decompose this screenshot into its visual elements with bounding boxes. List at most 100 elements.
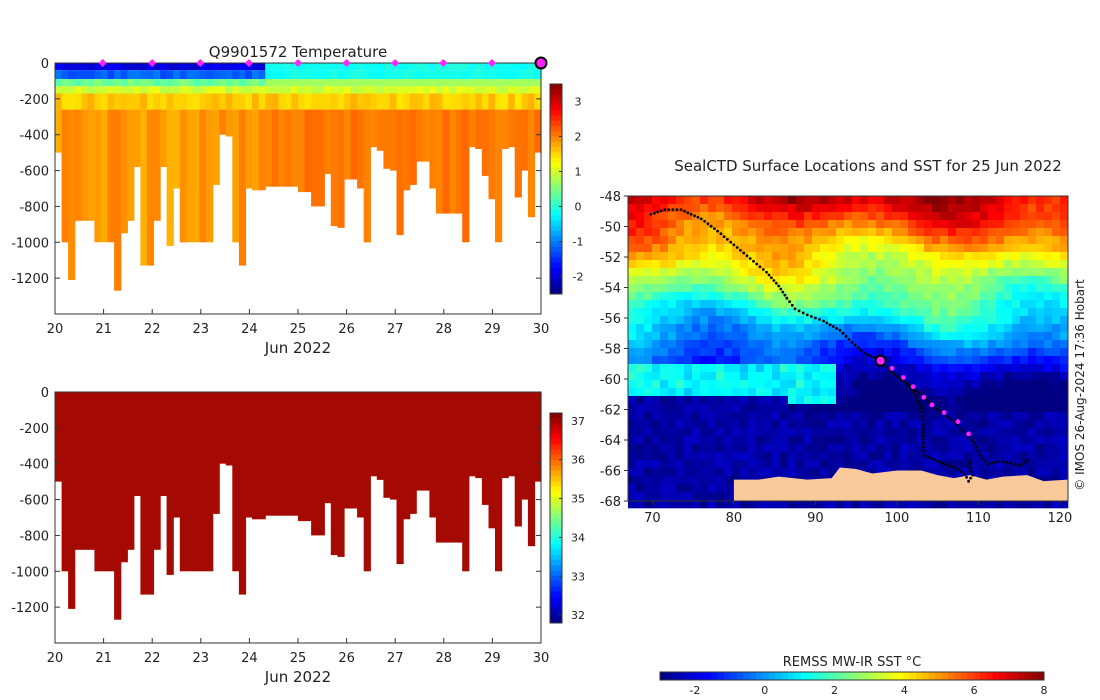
track-dot [984,459,987,463]
temperature-column-cell [337,63,345,71]
sst-cell [820,444,829,453]
colorbar-segment [550,491,562,498]
temperature-column-cell [442,109,450,214]
sst-cell [932,244,941,253]
salinity-column [87,392,95,550]
sst-cell [660,236,669,245]
colorbar-segment [550,220,562,227]
temperature-column-cell [238,79,247,87]
sst-cell [836,396,845,405]
sst-cell [780,404,789,413]
track-dot [922,445,925,449]
sst-cell [900,220,909,229]
sst-cell [852,292,861,301]
sst-cell [732,276,741,285]
sst-cell [996,276,1005,285]
sst-cell [748,212,757,221]
sst-cell [668,228,677,237]
sst-cell [956,252,965,261]
sst-cell [972,436,981,445]
sst-cell [1060,196,1069,205]
temperature-column-cell [133,70,141,80]
sst-cell [996,388,1005,397]
sst-cell [956,500,965,509]
sst-cell [660,492,669,501]
temperature-column-cell [166,93,174,110]
temperature-column-cell [521,109,529,171]
sst-cell [940,316,949,325]
colorbar-segment [550,278,562,284]
sst-cell [1044,236,1053,245]
sst-cell [748,316,757,325]
sst-cell [804,372,813,381]
sst-cell [772,268,781,277]
sst-cell [708,492,717,501]
sst-cell [732,412,741,421]
temperature-column-cell [68,93,76,110]
colorbar-tick-label: 2 [575,131,582,144]
sst-cell [660,356,669,365]
temperature-column-cell [212,70,220,80]
sst-cell [876,244,885,253]
sst-cell [1052,260,1061,269]
sst-cell [876,236,885,245]
sst-cell [1012,412,1021,421]
sst-cell [724,204,733,213]
track-dot [770,276,773,280]
colorbar-tick-label: 0 [761,684,768,697]
sst-cell [668,420,677,429]
temperature-column-cell [153,86,161,94]
sst-cell [764,308,773,317]
sst-cell [1036,236,1045,245]
sst-cell [828,244,837,253]
sst-cell [772,340,781,349]
sst-cell [652,428,661,437]
sst-cell [700,252,709,261]
temperature-column-cell [304,93,312,110]
sst-cell [772,244,781,253]
sst-cell [796,404,805,413]
sst-cell [804,260,813,269]
sst-cell [844,236,853,245]
sst-cell [1036,404,1045,413]
sst-cell [820,212,829,221]
sst-cell [1060,276,1069,285]
sst-cell [948,196,957,205]
temperature-column-cell [475,79,483,87]
sst-cell [980,372,989,381]
track-dot [965,476,968,479]
sst-cell [660,380,669,389]
track-dot [772,279,776,282]
sst-cell [988,468,997,477]
salinity-column [416,392,424,491]
temperature-column-cell [298,109,306,193]
x-tick-label: 29 [484,651,501,666]
sst-cell [988,332,997,341]
sst-cell [972,500,981,509]
temperature-column-cell [120,86,128,94]
sst-cell [876,428,885,437]
temperature-column-cell [186,79,194,87]
sst-cell [988,396,997,405]
sst-cell [884,444,893,453]
sst-cell [780,500,789,509]
sst-cell [796,444,805,453]
sst-cell [812,196,821,205]
sst-cell [644,284,653,293]
sst-cell [1020,500,1029,509]
temperature-column-cell [271,63,279,71]
sst-cell [900,244,909,253]
sst-cell [820,404,829,413]
sst-cell [812,404,821,413]
sst-cell [644,260,653,269]
sst-cell [1044,228,1053,237]
salinity-column [271,392,279,516]
sst-cell [916,252,925,261]
sst-cell [732,316,741,325]
sst-cell [692,428,701,437]
sst-cell [636,300,645,309]
sst-cell [660,428,669,437]
sst-cell [892,500,901,509]
track-dot [970,438,973,442]
sst-cell [788,316,797,325]
